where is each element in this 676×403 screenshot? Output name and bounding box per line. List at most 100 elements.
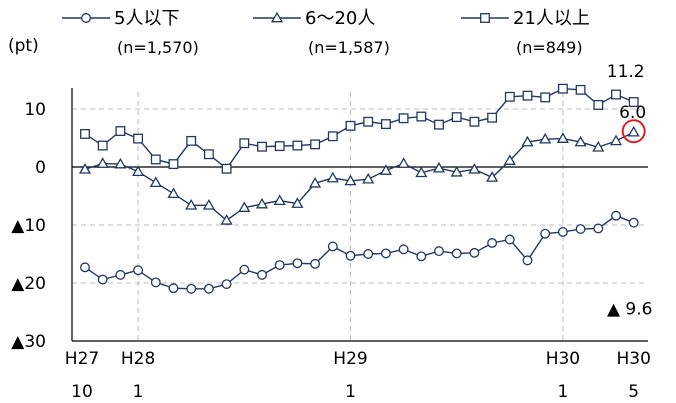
data-point-square: [557, 83, 568, 94]
x-tick-era: H30: [546, 349, 580, 369]
data-point-circle: [363, 249, 374, 259]
data-point-circle: [398, 244, 409, 255]
data-point-triangle: [539, 132, 552, 144]
data-point-triangle: [486, 171, 499, 182]
legend-n-label: (n=1,570): [117, 38, 199, 57]
data-point-triangle: [609, 134, 623, 146]
legend-marker-triangle: [270, 11, 284, 23]
data-point-triangle: [450, 165, 463, 177]
data-point-square: [398, 113, 409, 124]
data-point-square: [487, 112, 498, 123]
data-point-circle: [221, 279, 232, 290]
data-point-square: [327, 131, 338, 142]
data-point-triangle: [397, 157, 410, 168]
data-point-triangle: [96, 157, 109, 168]
data-point-square: [221, 163, 232, 174]
series-line-triangle: [84, 131, 635, 222]
data-point-square: [150, 154, 161, 165]
x-tick-era: H29: [333, 349, 367, 369]
data-point-triangle: [415, 166, 428, 178]
y-tick-label: 0: [35, 158, 46, 178]
data-point-triangle: [503, 154, 516, 165]
data-point-square: [168, 159, 179, 170]
data-point-square: [451, 112, 462, 123]
data-point-circle: [150, 277, 161, 288]
y-tick-label: ▲20: [11, 274, 46, 294]
data-point-circle: [292, 258, 303, 269]
data-point-triangle: [592, 141, 605, 152]
data-point-triangle: [202, 199, 215, 210]
data-point-square: [186, 135, 197, 146]
data-point-circle: [593, 223, 604, 234]
y-tick-label: ▲10: [11, 216, 46, 236]
data-point-circle: [504, 234, 515, 245]
data-point-triangle: [149, 176, 162, 188]
data-point-circle: [327, 241, 338, 252]
grid: [72, 92, 648, 341]
data-point-triangle: [468, 163, 481, 174]
data-point-square: [133, 133, 144, 144]
x-tick-month: 5: [628, 382, 639, 402]
data-point-circle: [469, 247, 480, 258]
data-point-square: [469, 116, 480, 127]
data-point-triangle: [238, 201, 251, 212]
data-point-circle: [133, 265, 144, 276]
x-tick-era: H28: [121, 349, 155, 369]
x-tick-month: 1: [557, 382, 568, 402]
data-point-square: [80, 128, 90, 139]
data-point-square: [239, 138, 250, 149]
data-point-square: [434, 119, 444, 130]
data-point-circle: [575, 224, 586, 235]
data-point-circle: [416, 251, 427, 262]
x-tick-month: 10: [71, 382, 93, 402]
data-point-square: [593, 99, 604, 110]
data-point-square: [611, 89, 621, 100]
legend-n-label: (n=1,587): [308, 38, 390, 57]
data-label: 11.2: [607, 62, 645, 82]
data-point-triangle: [78, 163, 92, 174]
legend-label: 21人以上: [513, 8, 590, 29]
data-point-triangle: [255, 197, 269, 209]
data-point-triangle: [344, 174, 357, 186]
data-point-triangle: [114, 157, 127, 169]
data-point-circle: [611, 210, 621, 221]
data-point-circle: [310, 258, 321, 269]
legend-label: 6〜20人: [305, 8, 375, 29]
data-point-square: [380, 119, 391, 130]
unit-label: (pt): [8, 36, 39, 56]
data-point-triangle: [556, 132, 569, 143]
data-point-circle: [451, 248, 462, 259]
legend: 5人以下 (n=1,570) 6〜20人 (n=1,587) 21人以上 (n=849): [62, 8, 590, 57]
y-tick-label: 10: [24, 100, 46, 120]
data-point-square: [257, 141, 267, 152]
data-point-circle: [557, 227, 568, 237]
data-point-circle: [522, 255, 533, 266]
y-tick-label: ▲30: [11, 332, 46, 352]
data-point-square: [274, 141, 285, 152]
data-point-square: [504, 91, 515, 102]
data-point-square: [310, 139, 321, 150]
data-point-triangle: [291, 197, 304, 208]
data-point-triangle: [574, 135, 587, 147]
x-tick-month: 1: [345, 382, 356, 402]
data-label: ▲ 9.6: [607, 300, 653, 320]
legend-marker-square: [480, 13, 490, 23]
tick-labels: 10 0 ▲10 ▲20 ▲30 (pt) H27 10 H28 1 H29 1 H30 1 H30 5: [8, 36, 651, 402]
data-point-circle: [239, 264, 250, 275]
data-point-square: [203, 149, 214, 160]
data-point-circle: [628, 217, 639, 228]
data-point-triangle: [167, 187, 180, 199]
data-point-triangle: [627, 125, 640, 137]
data-point-triangle: [432, 161, 446, 173]
highlight-circle: [621, 119, 646, 144]
data-point-triangle: [521, 135, 534, 147]
data-point-circle: [345, 250, 356, 261]
data-point-square: [522, 90, 533, 101]
data-point-square: [345, 120, 356, 131]
data-point-square: [292, 140, 303, 151]
data-point-triangle: [362, 172, 375, 184]
data-point-triangle: [379, 164, 392, 175]
series-layer: [78, 83, 640, 294]
x-tick-era: H30: [616, 349, 650, 369]
data-point-triangle: [309, 176, 322, 188]
